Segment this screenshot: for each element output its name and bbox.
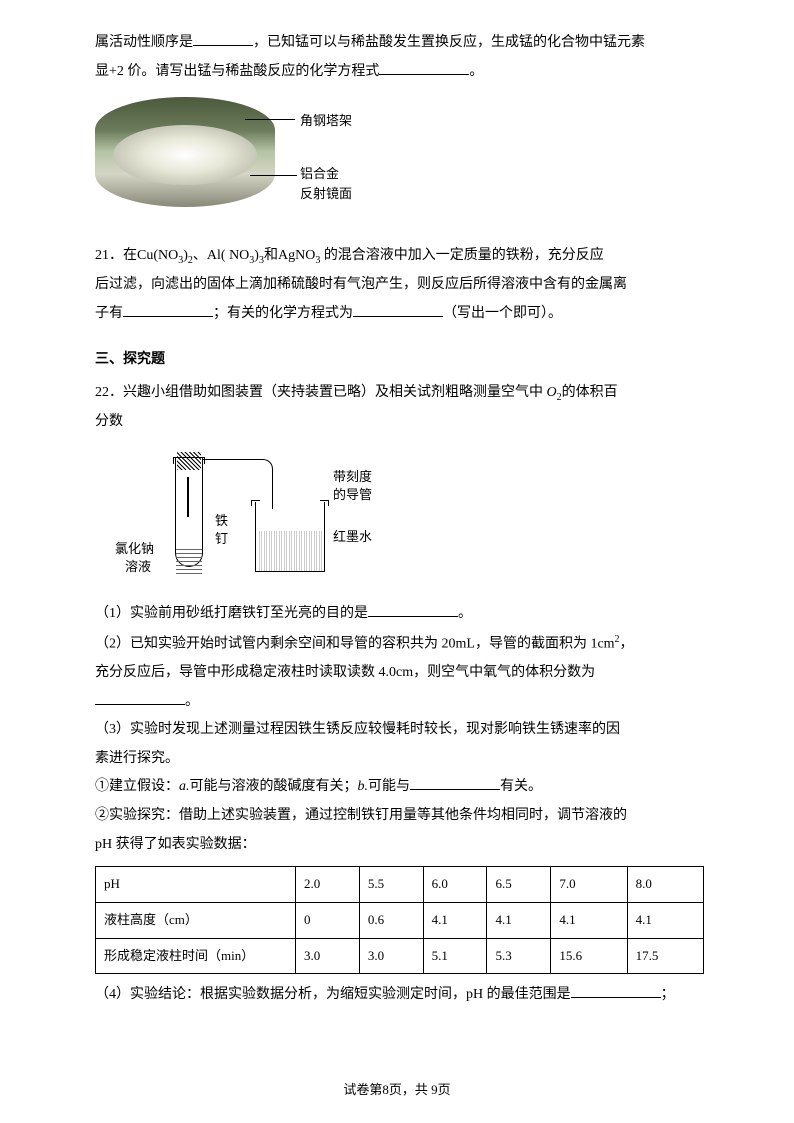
q22-p7: ②实验探究：借助上述实验装置，通过控制铁钉用量等其他条件均相同时，调节溶液的 [95, 803, 704, 830]
label-tube-scale-2: 的导管 [333, 483, 372, 508]
q22-p6: ①建立假设：a.可能与溶液的酸碱度有关；b.可能与有关。 [95, 774, 704, 801]
label-ink: 红墨水 [333, 525, 372, 550]
label-nacl-2: 溶液 [125, 555, 151, 580]
q21-line2: 后过滤，向滤出的固体上滴加稀硫酸时有气泡产生，则反应后所得溶液中含有的金属离 [95, 272, 704, 299]
table-row: 液柱高度（cm） 0 0.6 4.1 4.1 4.1 4.1 [96, 902, 704, 938]
label-tower: 角钢塔架 [300, 109, 352, 134]
q22-line2: 分数 [95, 409, 704, 436]
section-3-header: 三、探究题 [95, 347, 704, 374]
q21-line1: 21．在Cu(NO3)2、Al( NO3)3和AgNO3 的混合溶液中加入一定质… [95, 243, 704, 270]
q20-line1: 属活动性顺序是，已知锰可以与稀盐酸发生置换反应，生成锰的化合物中锰元素 [95, 30, 704, 57]
q22-line1: 22．兴趣小组借助如图装置（夹持装置已略）及相关试剂粗略测量空气中 O2的体积百 [95, 380, 704, 407]
data-table: pH 2.0 5.5 6.0 6.5 7.0 8.0 液柱高度（cm） 0 0.… [95, 866, 704, 974]
blank-4 [353, 303, 443, 317]
q22-p4: （3）实验时发现上述测量过程因铁生锈反应较慢耗时较长，现对影响铁生锈速率的因 [95, 717, 704, 744]
q22-p5: 素进行探究。 [95, 746, 704, 773]
telescope-image: 角钢塔架 铝合金 反射镜面 [95, 97, 375, 227]
q22-p3b: 。 [95, 689, 704, 716]
blank-8 [571, 984, 661, 998]
table-row: 形成稳定液柱时间（min） 3.0 3.0 5.1 5.3 15.6 17.5 [96, 938, 704, 974]
q22-p3: 充分反应后，导管中形成稳定液柱时读取读数 4.0cm，则空气中氧气的体积分数为 [95, 660, 704, 687]
blank-3 [123, 303, 213, 317]
table-row: pH 2.0 5.5 6.0 6.5 7.0 8.0 [96, 867, 704, 903]
q22-p8: pH 获得了如表实验数据： [95, 832, 704, 859]
experiment-diagram: 带刻度 的导管 铁 钉 红墨水 氯化钠 溶液 [115, 447, 445, 587]
label-mirror: 反射镜面 [300, 182, 352, 207]
blank-6 [95, 691, 185, 705]
q22-p1: （1）实验前用砂纸打磨铁钉至光亮的目的是。 [95, 601, 704, 628]
q21-line3: 子有；有关的化学方程式为（写出一个即可）。 [95, 301, 704, 328]
q20-line2: 显+2 价。请写出锰与稀盐酸反应的化学方程式。 [95, 59, 704, 86]
q22-conclusion: （4）实验结论：根据实验数据分析，为缩短实验测定时间，pH 的最佳范围是； [95, 982, 704, 1009]
q22-p2: （2）已知实验开始时试管内剩余空间和导管的容积共为 20mL，导管的截面积为 1… [95, 630, 704, 658]
blank-1 [193, 32, 253, 46]
blank-7 [410, 776, 500, 790]
label-nail-2: 钉 [215, 527, 228, 552]
page-footer: 试卷第8页，共 9页 [0, 1078, 794, 1103]
blank-2 [379, 61, 469, 75]
blank-5 [368, 603, 458, 617]
